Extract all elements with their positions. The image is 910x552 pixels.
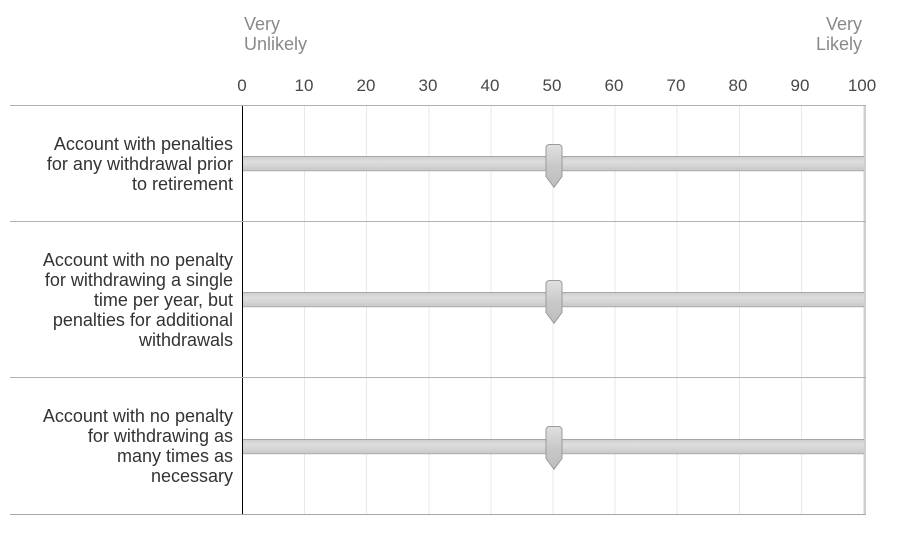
tick-label: 0 [237,76,247,95]
slider-handle[interactable] [545,426,562,470]
anchor-label-left: Very Unlikely [244,14,308,54]
tick-label: 60 [604,76,624,95]
scale-header: Very Unlikely Very Likely 0 10 20 30 40 … [237,0,876,105]
tick-label: 90 [790,76,810,95]
slider-handle-glyph [545,279,562,324]
tick-label: 30 [418,76,438,95]
slider-row: Account with no penalty for withdrawing … [10,378,866,514]
slider-handle-glyph [545,426,562,470]
anchor-label-right: Very Likely [815,14,862,54]
row-label-text: Account with no penalty for withdrawing … [42,406,233,486]
slider-matrix: Account with penalties for any withdrawa… [10,105,866,515]
tick-label: 80 [728,76,748,95]
slider-row: Account with penalties for any withdrawa… [10,106,866,222]
slider-handle-glyph [545,143,562,188]
slider-track-area[interactable] [242,106,866,221]
tick-label: 10 [294,76,314,95]
row-label-text: Account with penalties for any withdrawa… [46,133,233,194]
tick-label: 100 [847,76,877,95]
slider-row: Account with no penalty for withdrawing … [10,222,866,378]
row-label-text: Account with no penalty for withdrawing … [42,249,233,350]
tick-label: 50 [542,76,562,95]
row-label: Account with no penalty for withdrawing … [10,378,242,514]
slider-handle[interactable] [545,143,562,188]
slider-handle[interactable] [545,279,562,324]
tick-label: 20 [356,76,376,95]
tick-label: 40 [480,76,500,95]
slider-track-area[interactable] [242,222,866,377]
slider-track-area[interactable] [242,378,866,514]
row-label: Account with penalties for any withdrawa… [10,106,242,221]
tick-label: 70 [666,76,686,95]
row-label: Account with no penalty for withdrawing … [10,222,242,377]
tick-labels: 0 10 20 30 40 50 60 70 80 90 100 [237,76,876,97]
